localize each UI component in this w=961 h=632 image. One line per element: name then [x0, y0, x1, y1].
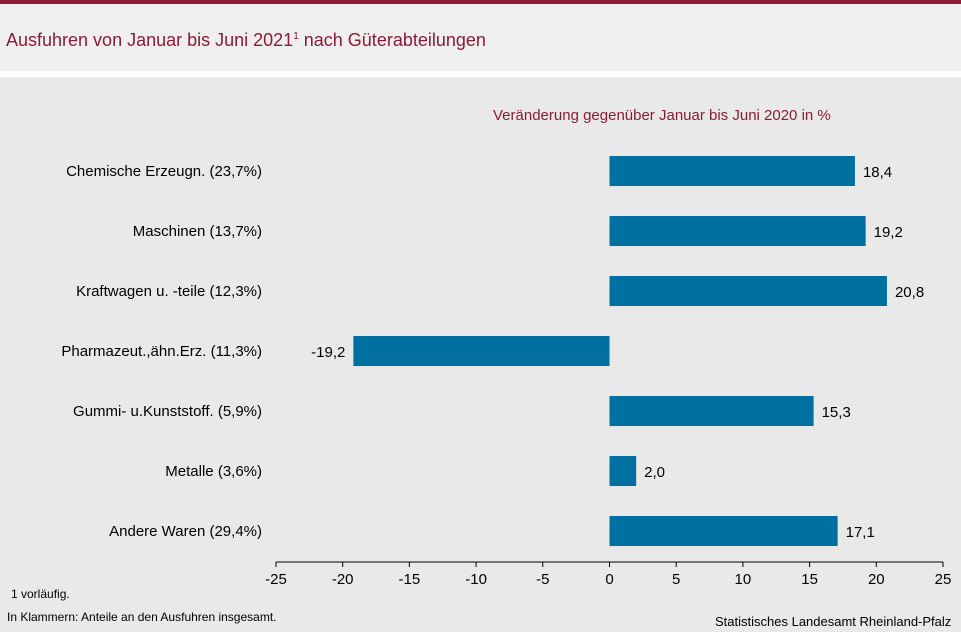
bar	[609, 396, 814, 426]
x-tick-label: -15	[399, 571, 421, 588]
category-label: Gummi- u.Kunststoff. (5,9%)	[73, 403, 262, 420]
value-label: 19,2	[874, 224, 903, 241]
value-label: 17,1	[846, 524, 875, 541]
x-tick-label: 20	[868, 571, 885, 588]
bar	[609, 456, 637, 486]
parentheses-note: In Klammern: Anteile an den Ausfuhren in…	[7, 610, 277, 624]
value-label: 18,4	[863, 164, 892, 181]
x-tick-label: 25	[935, 571, 952, 588]
value-label: 15,3	[822, 404, 851, 421]
category-label: Andere Waren (29,4%)	[109, 523, 262, 540]
x-axis: -25 -20 -15 -10 -5 0 5 10 15 20 25	[265, 561, 952, 588]
category-label: Pharmazeut.,ähn.Erz. (11,3%)	[61, 343, 262, 360]
bar	[609, 516, 838, 546]
x-tick-label: 10	[735, 571, 752, 588]
x-tick-label: -25	[265, 571, 287, 588]
x-tick-label: -5	[536, 571, 549, 588]
value-label: 20,8	[895, 284, 924, 301]
category-label: Maschinen (13,7%)	[133, 223, 262, 240]
header-divider	[0, 71, 961, 77]
source-credit: Statistisches Landesamt Rheinland-Pfalz	[715, 614, 952, 629]
x-tick-label: -20	[332, 571, 354, 588]
category-label: Metalle (3,6%)	[165, 463, 262, 480]
chart-subtitle: Veränderung gegenüber Januar bis Juni 20…	[493, 107, 831, 124]
bar	[609, 276, 887, 306]
title-footnote-marker: 1	[293, 31, 299, 42]
x-tick-label: -10	[465, 571, 487, 588]
category-label: Kraftwagen u. -teile (12,3%)	[76, 283, 262, 300]
title-tail: nach Güterabteilungen	[298, 30, 486, 50]
category-label: Chemische Erzeugn. (23,7%)	[66, 163, 262, 180]
bar	[353, 336, 610, 366]
chart-title: Ausfuhren von Januar bis Juni 20211 nach…	[6, 30, 486, 51]
title-main: Ausfuhren von Januar bis Juni 2021	[6, 30, 294, 50]
x-tick-label: 0	[605, 571, 613, 588]
top-accent-rule	[0, 0, 961, 4]
x-tick-label: 5	[672, 571, 680, 588]
bar	[609, 216, 866, 246]
x-tick-label: 15	[801, 571, 818, 588]
bars-group: Chemische Erzeugn. (23,7%) 18,4 Maschinen …	[61, 156, 924, 546]
footnote: 1 vorläufig.	[11, 587, 70, 601]
bar	[609, 156, 855, 186]
value-label: 2,0	[644, 464, 665, 481]
value-label: -19,2	[311, 344, 345, 361]
